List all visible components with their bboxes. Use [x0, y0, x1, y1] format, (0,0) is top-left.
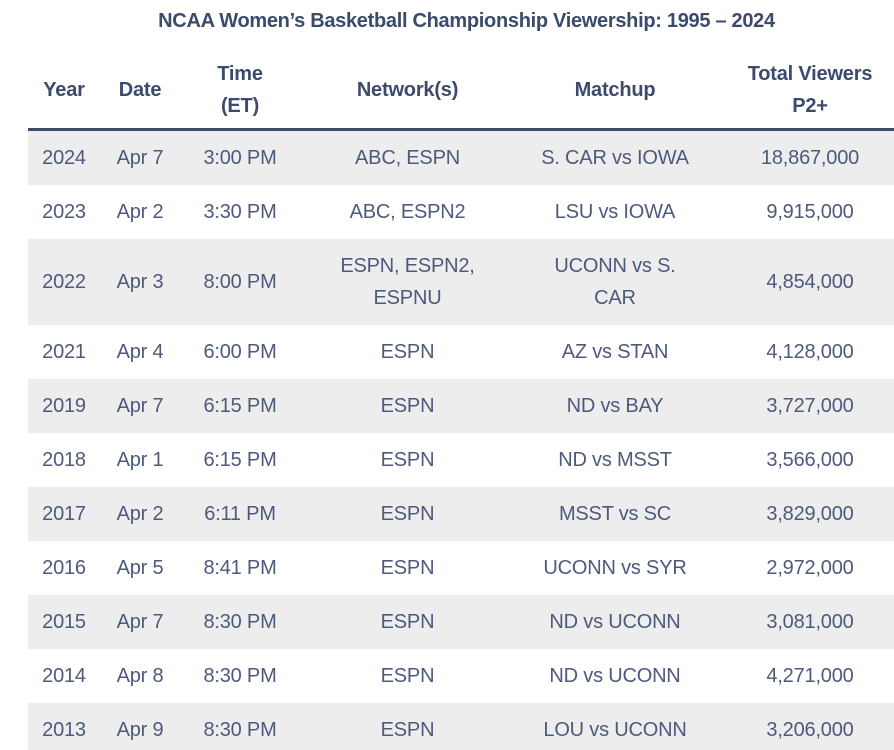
cell-networks: ESPN — [380, 503, 435, 525]
table-row: 2022 Apr 3 8:00 PM ESPN, ESPN2, ESPNU UC… — [28, 239, 894, 325]
cell-year: 2013 — [42, 719, 86, 741]
cell-date: Apr 5 — [116, 557, 164, 579]
cell-viewers: 4,128,000 — [766, 341, 854, 363]
column-header-label: Network(s) — [356, 79, 459, 101]
cell-time: 8:30 PM — [203, 719, 277, 741]
table-row: 2024 Apr 7 3:00 PM ABC, ESPN S. CAR vs I… — [28, 129, 894, 185]
cell-matchup: MSST vs SC — [558, 503, 672, 525]
cell-networks: ESPN — [380, 395, 435, 417]
cell-matchup: ND vs BAY — [566, 395, 664, 417]
table-row: 2017 Apr 2 6:11 PM ESPN MSST vs SC 3,829… — [28, 487, 894, 541]
table-row: 2019 Apr 7 6:15 PM ESPN ND vs BAY 3,727,… — [28, 379, 894, 433]
cell-time: 6:00 PM — [203, 341, 277, 363]
column-header-label: Time — [217, 63, 263, 85]
cell-viewers: 3,081,000 — [766, 611, 854, 633]
table-row: 2016 Apr 5 8:41 PM ESPN UCONN vs SYR 2,9… — [28, 541, 894, 595]
column-header: Matchup — [515, 52, 715, 131]
cell-networks: ESPN, ESPN2, ESPNU — [340, 255, 475, 309]
cell-date: Apr 4 — [116, 341, 164, 363]
cell-year: 2014 — [42, 665, 86, 687]
cell-time: 8:30 PM — [203, 665, 277, 687]
viewership-page: NCAA Women’s Basketball Championship Vie… — [28, 10, 894, 750]
cell-year: 2019 — [42, 395, 86, 417]
cell-networks: ABC, ESPN2 — [349, 201, 466, 223]
cell-matchup: UCONN vs S. CAR — [554, 255, 676, 309]
cell-matchup: UCONN vs SYR — [543, 557, 687, 579]
table-row: 2015 Apr 7 8:30 PM ESPN ND vs UCONN 3,08… — [28, 595, 894, 649]
cell-time: 6:11 PM — [204, 503, 276, 525]
table-header: Year Date Time (ET) Network(s) Matchup T… — [28, 52, 894, 131]
column-header-label: Year — [43, 79, 85, 101]
column-header-label: Date — [118, 79, 162, 101]
cell-viewers: 9,915,000 — [766, 201, 854, 223]
cell-viewers: 18,867,000 — [760, 147, 860, 169]
cell-matchup: AZ vs STAN — [561, 341, 669, 363]
cell-year: 2016 — [42, 557, 86, 579]
cell-date: Apr 7 — [116, 147, 164, 169]
cell-viewers: 3,566,000 — [766, 449, 854, 471]
cell-date: Apr 3 — [116, 271, 164, 293]
cell-networks: ESPN — [380, 449, 435, 471]
cell-time: 3:30 PM — [203, 201, 277, 223]
cell-matchup: LSU vs IOWA — [554, 201, 676, 223]
cell-year: 2018 — [42, 449, 86, 471]
cell-date: Apr 7 — [116, 611, 164, 633]
cell-time: 8:41 PM — [203, 557, 277, 579]
cell-matchup: LOU vs UCONN — [543, 719, 687, 741]
cell-viewers: 3,206,000 — [766, 719, 854, 741]
cell-year: 2017 — [42, 503, 86, 525]
column-header-sublabel: (ET) — [220, 95, 260, 117]
cell-networks: ESPN — [380, 665, 435, 687]
table-header-row: Year Date Time (ET) Network(s) Matchup T… — [28, 52, 894, 131]
cell-viewers: 3,829,000 — [766, 503, 854, 525]
cell-date: Apr 2 — [116, 503, 164, 525]
page-title: NCAA Women’s Basketball Championship Vie… — [158, 10, 775, 32]
cell-matchup: S. CAR vs IOWA — [541, 147, 689, 169]
column-header: Network(s) — [300, 52, 515, 131]
cell-networks: ESPN — [380, 341, 435, 363]
cell-viewers: 4,854,000 — [766, 271, 854, 293]
cell-date: Apr 7 — [116, 395, 164, 417]
cell-year: 2024 — [42, 147, 86, 169]
cell-matchup: ND vs MSST — [558, 449, 672, 471]
column-header-sublabel: P2+ — [792, 95, 828, 117]
column-header: Date — [100, 52, 180, 131]
cell-networks: ABC, ESPN — [355, 147, 460, 169]
cell-time: 8:00 PM — [203, 271, 277, 293]
column-header: Total Viewers P2+ — [715, 52, 894, 131]
table-row: 2014 Apr 8 8:30 PM ESPN ND vs UCONN 4,27… — [28, 649, 894, 703]
cell-time: 8:30 PM — [203, 611, 277, 633]
cell-date: Apr 1 — [116, 449, 164, 471]
viewership-table: Year Date Time (ET) Network(s) Matchup T… — [28, 52, 894, 750]
cell-date: Apr 8 — [116, 665, 164, 687]
table-row: 2023 Apr 2 3:30 PM ABC, ESPN2 LSU vs IOW… — [28, 185, 894, 239]
cell-time: 6:15 PM — [203, 449, 277, 471]
cell-date: Apr 9 — [116, 719, 164, 741]
column-header-label: Matchup — [574, 79, 656, 101]
cell-matchup: ND vs UCONN — [549, 665, 681, 687]
cell-date: Apr 2 — [116, 201, 164, 223]
cell-networks: ESPN — [380, 611, 435, 633]
column-header: Year — [28, 52, 100, 131]
cell-networks: ESPN — [380, 719, 435, 741]
cell-year: 2021 — [42, 341, 86, 363]
cell-matchup: ND vs UCONN — [549, 611, 681, 633]
table-row: 2018 Apr 1 6:15 PM ESPN ND vs MSST 3,566… — [28, 433, 894, 487]
table-body: 2024 Apr 7 3:00 PM ABC, ESPN S. CAR vs I… — [28, 129, 894, 750]
cell-year: 2022 — [42, 271, 86, 293]
cell-year: 2023 — [42, 201, 86, 223]
cell-time: 6:15 PM — [203, 395, 277, 417]
cell-viewers: 2,972,000 — [766, 557, 854, 579]
cell-time: 3:00 PM — [203, 147, 277, 169]
column-header-label: Total Viewers — [747, 63, 873, 85]
cell-year: 2015 — [42, 611, 86, 633]
table-row: 2021 Apr 4 6:00 PM ESPN AZ vs STAN 4,128… — [28, 325, 894, 379]
table-row: 2013 Apr 9 8:30 PM ESPN LOU vs UCONN 3,2… — [28, 703, 894, 750]
cell-viewers: 4,271,000 — [766, 665, 854, 687]
cell-viewers: 3,727,000 — [766, 395, 854, 417]
cell-networks: ESPN — [380, 557, 435, 579]
column-header: Time (ET) — [180, 52, 300, 131]
